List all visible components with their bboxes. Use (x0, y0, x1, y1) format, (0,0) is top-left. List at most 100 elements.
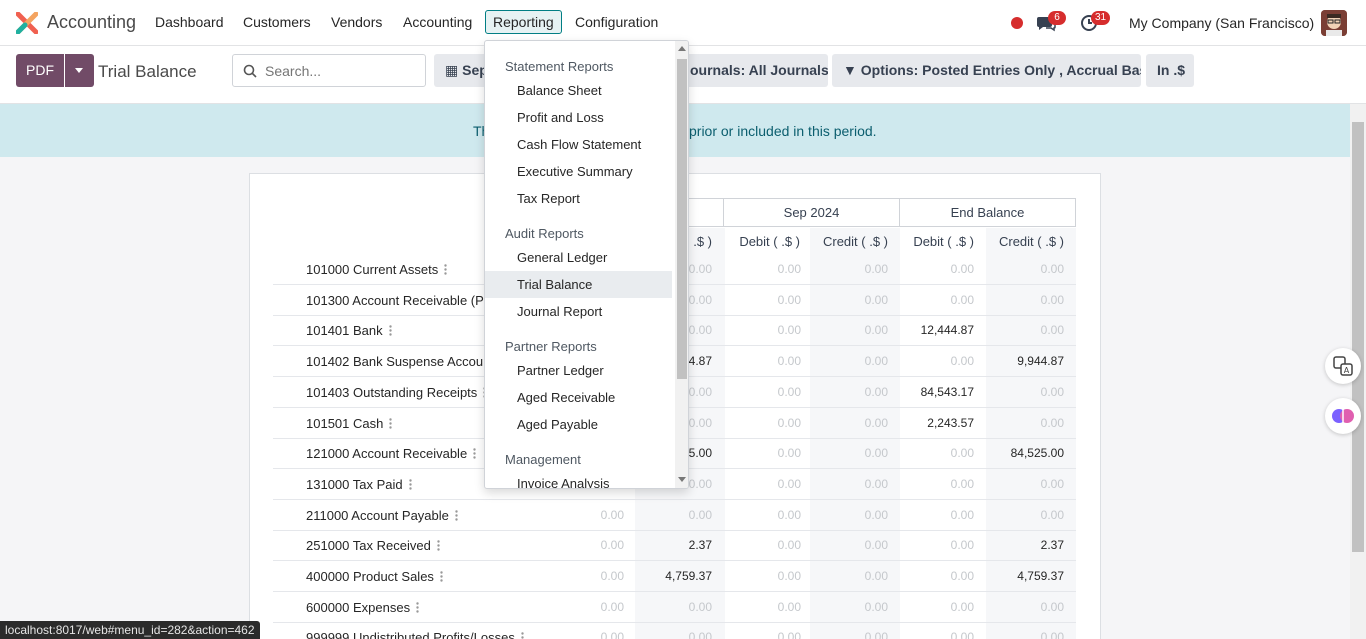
translate-icon: A (1333, 356, 1353, 376)
scroll-up-icon[interactable] (678, 46, 686, 51)
translate-button[interactable]: A (1325, 348, 1361, 384)
amount-cell: 84,543.17 (920, 384, 974, 399)
search-input[interactable] (265, 63, 415, 79)
table-row[interactable]: 600000 Expenses 0.00 0.00 0.00 0.00 0.00 0.00 (273, 592, 1076, 623)
menu-accounting[interactable]: Accounting (403, 14, 473, 30)
dropdown-item-journal-report[interactable]: Journal Report (517, 304, 603, 319)
account-label[interactable]: 131000 Tax Paid (306, 477, 412, 493)
dropdown-section-title: Statement Reports (505, 59, 614, 74)
app-name[interactable]: Accounting (47, 12, 137, 32)
amount-cell: 0.00 (864, 384, 888, 399)
amount-cell: 0.00 (777, 507, 801, 522)
amount-cell: 0.00 (777, 384, 801, 399)
dropdown-item-tax-report[interactable]: Tax Report (517, 191, 580, 206)
amount-cell: 0.00 (950, 292, 974, 307)
row-options-icon[interactable] (408, 478, 412, 493)
company-switcher[interactable]: My Company (San Francisco) (1129, 15, 1315, 31)
amount-cell: 0.00 (777, 538, 801, 553)
user-avatar[interactable] (1321, 10, 1347, 36)
dropdown-item-aged-receivable[interactable]: Aged Receivable (517, 390, 616, 405)
account-label[interactable]: 101000 Current Assets (306, 262, 447, 278)
row-options-icon[interactable] (416, 601, 419, 616)
row-options-icon[interactable] (437, 539, 440, 554)
account-label[interactable]: 121000 Account Receivable (306, 446, 476, 462)
amount-cell: 0.00 (1040, 262, 1064, 276)
options-filter-button[interactable]: ▼ Options: Posted Entries Only , Accrual… (832, 54, 1141, 87)
svg-text:A: A (1344, 366, 1350, 375)
reporting-dropdown-menu: Statement Reports Balance Sheet Profit and… (484, 40, 689, 489)
row-options-icon[interactable] (473, 447, 476, 462)
dropdown-scrollbar[interactable] (675, 41, 688, 488)
row-options-icon[interactable] (521, 631, 524, 639)
dropdown-item-partner-ledger[interactable]: Partner Ledger (517, 363, 604, 378)
dropdown-item-aged-payable[interactable]: Aged Payable (517, 417, 598, 432)
account-label[interactable]: 101501 Cash (306, 416, 393, 432)
page-title: Trial Balance (98, 62, 197, 81)
dropdown-item-general-ledger[interactable]: General Ledger (517, 250, 608, 265)
table-row[interactable]: 101403 Outstanding Receipts 0.00 0.00 0.00 8… (273, 377, 1076, 408)
account-label[interactable]: 101401 Bank (306, 323, 392, 339)
amount-cell: 0.00 (864, 262, 888, 276)
table-row[interactable]: 999999 Undistributed Profits/Losses 0.00 0… (273, 622, 1076, 639)
amount-cell: 0.00 (1040, 476, 1064, 491)
table-row[interactable]: 131000 Tax Paid 0.00 0.00 0.00 0.00 0.00 (273, 469, 1076, 500)
dropdown-item-invoice-analysis[interactable]: Invoice Analysis (517, 476, 610, 489)
dropdown-section-title: Management (505, 452, 581, 467)
account-label[interactable]: 251000 Tax Received (306, 538, 440, 554)
dropdown-scrollbar-thumb[interactable] (677, 59, 687, 379)
row-options-icon[interactable] (388, 324, 392, 339)
amount-cell: 0.00 (777, 262, 801, 276)
menu-reporting[interactable]: Reporting (485, 10, 562, 34)
calendar-icon: ▦ (445, 62, 463, 78)
menu-configuration[interactable]: Configuration (575, 14, 659, 30)
amount-cell: 2.37 (688, 538, 712, 553)
account-label[interactable]: 101402 Bank Suspense Accoun (306, 354, 500, 370)
row-options-icon[interactable] (389, 417, 393, 432)
amount-cell: 12,444.87 (920, 323, 974, 338)
amount-cell: 0.00 (864, 446, 888, 461)
dropdown-item-trial-balance[interactable]: Trial Balance (485, 271, 672, 298)
ai-assistant-button[interactable] (1325, 398, 1361, 434)
account-label[interactable]: 400000 Product Sales (306, 569, 443, 585)
amount-cell: 0.00 (1040, 415, 1064, 430)
table-row[interactable]: 400000 Product Sales 0.00 4,759.37 0.00 0.00… (273, 561, 1076, 592)
row-options-icon[interactable] (455, 509, 458, 524)
recording-indicator-icon[interactable] (1011, 17, 1023, 29)
table-row[interactable]: 101402 Bank Suspense Accoun 4.87 0.00 0.00 0… (273, 346, 1076, 378)
menu-dashboard[interactable]: Dashboard (155, 14, 224, 30)
status-bar-url: localhost:8017/web#menu_id=282&action=46… (0, 621, 260, 639)
page-scrollbar-thumb[interactable] (1352, 122, 1364, 552)
row-options-icon[interactable] (444, 263, 447, 278)
account-label[interactable]: 211000 Account Payable (306, 508, 458, 524)
account-label[interactable]: 101403 Outstanding Receipts (306, 385, 486, 401)
account-label[interactable]: 101300 Account Receivable (Po (306, 293, 500, 309)
accounting-app-icon[interactable] (16, 12, 38, 34)
pdf-button[interactable]: PDF (16, 54, 64, 87)
amount-cell: 0.00 (688, 323, 712, 338)
account-label[interactable]: 600000 Expenses (306, 600, 419, 616)
search-box[interactable] (232, 54, 426, 87)
amount-cell: 0.00 (864, 292, 888, 307)
dropdown-item-cash-flow-statement[interactable]: Cash Flow Statement (517, 137, 642, 152)
dropdown-item-executive-summary[interactable]: Executive Summary (517, 164, 633, 179)
menu-customers[interactable]: Customers (243, 14, 311, 30)
currency-filter-button[interactable]: In .$ (1146, 54, 1194, 87)
account-label[interactable]: 999999 Undistributed Profits/Losses (306, 630, 524, 639)
amount-cell: 0.00 (950, 538, 974, 553)
row-options-icon[interactable] (440, 570, 443, 585)
user-avatar-icon (1321, 10, 1347, 36)
brain-icon (1332, 409, 1354, 423)
menu-vendors[interactable]: Vendors (331, 14, 383, 30)
amount-cell: 0.00 (777, 323, 801, 338)
dropdown-item-balance-sheet[interactable]: Balance Sheet (517, 83, 602, 98)
pdf-dropdown-toggle[interactable] (65, 54, 94, 87)
amount-cell: 0.00 (864, 354, 888, 369)
table-row[interactable]: 211000 Account Payable 0.00 0.00 0.00 0.00 0.… (273, 500, 1076, 531)
table-row[interactable]: 251000 Tax Received 0.00 2.37 0.00 0.00 0.00 2… (273, 530, 1076, 562)
scroll-down-icon[interactable] (678, 477, 686, 482)
amount-cell: 84,525.00 (1010, 446, 1064, 461)
amount-cell: 0.00 (777, 354, 801, 369)
amount-cell: 0.00 (600, 569, 624, 583)
dropdown-item-profit-and-loss[interactable]: Profit and Loss (517, 110, 604, 125)
journals-filter-button[interactable]: ournals: All Journals (680, 54, 828, 87)
